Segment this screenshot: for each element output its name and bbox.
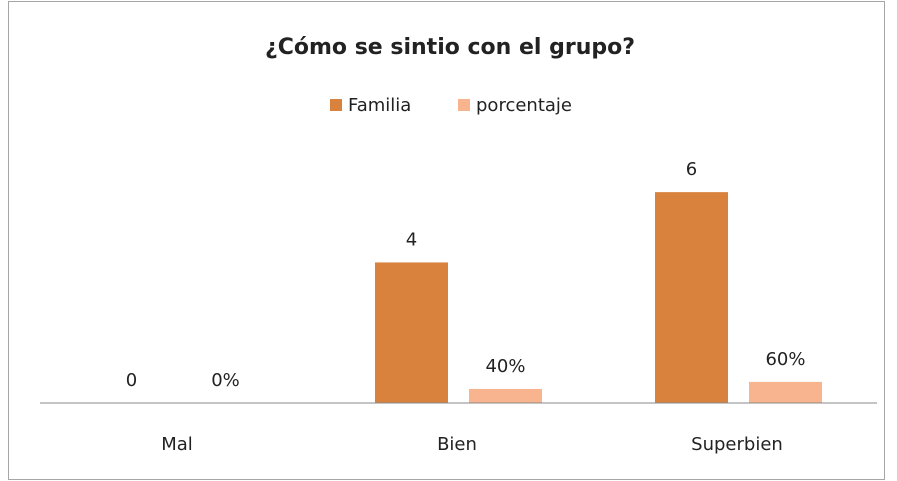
legend-label: porcentaje xyxy=(476,95,572,116)
legend-swatch xyxy=(458,99,470,111)
bar xyxy=(655,192,728,403)
data-label: 0 xyxy=(126,370,137,391)
bar xyxy=(469,388,542,403)
data-label: 0% xyxy=(211,370,240,391)
bar xyxy=(749,381,822,403)
bar xyxy=(375,262,448,403)
data-label: 6 xyxy=(686,159,697,180)
legend-swatch xyxy=(330,99,342,111)
data-label: 60% xyxy=(765,349,805,370)
x-tick-label: Bien xyxy=(437,434,477,455)
chart-title: ¿Cómo se sintio con el grupo? xyxy=(265,35,635,60)
x-tick-label: Superbien xyxy=(691,434,783,455)
x-tick-label: Mal xyxy=(161,434,193,455)
data-label: 40% xyxy=(485,356,525,377)
data-label: 4 xyxy=(406,229,417,250)
legend-label: Familia xyxy=(348,95,411,116)
chart-frame xyxy=(8,1,885,480)
